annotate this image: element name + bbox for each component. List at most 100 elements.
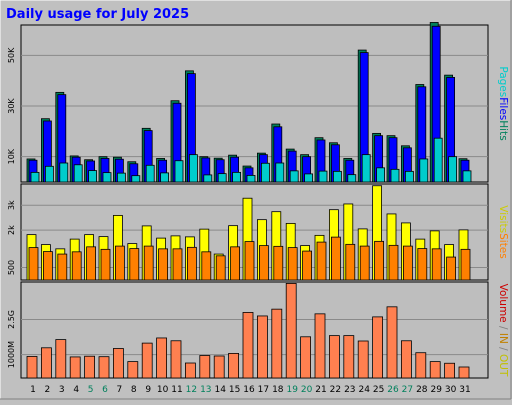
- x-tick-label-day-16: 16: [243, 385, 255, 395]
- bar-bottom-volume-day-16: [242, 312, 254, 379]
- bar-top-pages-day-27: [404, 170, 414, 183]
- bar-middle-sites-day-24: [359, 245, 370, 281]
- x-tick-label-day-17: 17: [258, 385, 269, 395]
- bar-top-pages-day-8: [131, 175, 141, 183]
- y-tick-label-top-1: 30K: [7, 98, 16, 114]
- x-tick-label-day-21: 21: [315, 385, 326, 395]
- x-tick-label-day-25: 25: [373, 385, 384, 395]
- bar-middle-sites-day-5: [86, 246, 96, 281]
- bar-bottom-volume-day-11: [170, 340, 182, 379]
- bar-bottom-volume-day-2: [41, 347, 52, 379]
- bar-middle-sites-day-4: [71, 251, 82, 281]
- legend-part-bottom-2: IN: [497, 333, 509, 344]
- chart-title: Daily usage for July 2025: [6, 7, 189, 22]
- bar-top-pages-day-10: [160, 172, 170, 183]
- bar-middle-sites-day-1: [28, 247, 39, 281]
- bar-middle-sites-day-3: [57, 253, 68, 281]
- bar-bottom-volume-day-13: [199, 355, 211, 379]
- bar-top-pages-day-17: [260, 162, 270, 183]
- bar-bottom-volume-day-12: [184, 362, 196, 379]
- x-tick-label-day-1: 1: [30, 385, 36, 395]
- x-tick-label-day-23: 23: [344, 385, 355, 395]
- bar-bottom-volume-day-7: [113, 348, 124, 379]
- bar-middle-sites-day-30: [446, 256, 457, 281]
- bar-middle-sites-day-11: [172, 248, 183, 281]
- bar-bottom-volume-day-29: [429, 361, 441, 379]
- bar-bottom-volume-day-27: [400, 340, 412, 379]
- bar-middle-sites-day-31: [460, 248, 471, 281]
- legend-part-top-1: Files: [497, 97, 509, 120]
- bar-middle-sites-day-19: [287, 247, 298, 281]
- bar-middle-sites-day-16: [244, 241, 255, 281]
- x-tick-label-day-28: 28: [416, 385, 428, 395]
- x-tick-label-day-18: 18: [272, 385, 284, 395]
- bar-top-pages-day-24: [361, 154, 371, 183]
- bars-bottom: [26, 283, 470, 379]
- legend-part-bottom-3: /: [497, 344, 509, 354]
- x-tick-label-day-2: 2: [45, 385, 51, 395]
- bar-bottom-volume-day-26: [386, 306, 398, 379]
- bar-bottom-volume-day-28: [415, 352, 427, 379]
- bar-bottom-volume-day-8: [127, 361, 139, 379]
- bars-middle: [26, 185, 471, 281]
- bar-top-pages-day-22: [332, 170, 342, 183]
- bar-top-pages-day-23: [347, 174, 357, 183]
- bar-middle-sites-day-7: [115, 245, 125, 281]
- bar-top-pages-day-6: [102, 172, 112, 183]
- bar-middle-sites-day-2: [43, 251, 53, 281]
- x-tick-label-day-31: 31: [459, 385, 470, 395]
- x-tick-label-day-6: 6: [102, 385, 108, 395]
- bar-bottom-volume-day-17: [256, 315, 268, 379]
- bar-middle-sites-day-22: [330, 236, 341, 281]
- x-tick-label-day-30: 30: [445, 385, 457, 395]
- x-tick-label-day-14: 14: [214, 385, 226, 395]
- bar-top-pages-day-19: [289, 170, 299, 183]
- bar-middle-sites-day-27: [402, 245, 413, 281]
- bar-top-pages-day-30: [448, 156, 458, 183]
- chart-panels: 10K 30K 50K PagesFilesHits 500 2k 3k VisitsSite…: [7, 22, 509, 379]
- bars-top: [26, 22, 472, 183]
- bar-middle-sites-day-28: [417, 248, 428, 281]
- y-tick-label-bottom-0: 1000M: [7, 341, 16, 368]
- bar-middle-sites-day-12: [186, 246, 197, 281]
- bar-top-pages-day-26: [390, 168, 400, 183]
- bar-top-pages-day-9: [145, 164, 155, 183]
- y-tick-label-bottom-1: 2.5G: [7, 310, 16, 329]
- bar-top-pages-day-12: [188, 154, 198, 183]
- bar-bottom-volume-day-3: [55, 339, 67, 379]
- y-tick-label-top-2: 50K: [7, 47, 16, 63]
- bar-bottom-volume-day-19: [285, 283, 297, 379]
- bar-bottom-volume-day-23: [343, 335, 355, 379]
- bar-top-pages-day-13: [203, 174, 213, 183]
- x-tick-label-day-29: 29: [430, 385, 442, 395]
- bar-top-pages-day-29: [433, 137, 443, 183]
- y-tick-label-middle-1: 2k: [7, 225, 16, 235]
- bar-top-pages-day-14: [217, 173, 227, 183]
- bar-middle-sites-day-9: [143, 245, 154, 281]
- bar-middle-sites-day-15: [230, 246, 241, 281]
- y-tick-label-top-0: 10K: [7, 148, 16, 164]
- x-tick-label-day-7: 7: [117, 385, 123, 395]
- bar-middle-sites-day-10: [158, 248, 169, 281]
- bar-bottom-volume-day-6: [98, 356, 110, 379]
- bar-bottom-volume-day-30: [444, 362, 456, 379]
- bar-middle-sites-day-21: [316, 241, 327, 281]
- bar-top-pages-day-16: [246, 175, 256, 183]
- x-tick-label-day-4: 4: [73, 385, 79, 395]
- bar-bottom-volume-day-4: [69, 356, 81, 379]
- bar-middle-sites-day-18: [273, 245, 284, 281]
- bar-top-pages-day-3: [59, 162, 69, 183]
- y-tick-label-middle-0: 500: [7, 260, 16, 275]
- bar-top-pages-day-7: [117, 172, 126, 183]
- bar-middle-sites-day-20: [302, 250, 313, 281]
- series-legend-bottom: Volume / IN / OUT: [497, 284, 509, 377]
- bar-middle-sites-day-23: [345, 243, 356, 281]
- x-tick-label-day-11: 11: [171, 385, 182, 395]
- bar-middle-sites-day-13: [201, 251, 212, 281]
- bar-bottom-volume-day-14: [213, 355, 225, 379]
- x-tick-label-day-26: 26: [387, 385, 399, 395]
- series-legend-middle: VisitsSites: [497, 205, 509, 259]
- bar-middle-sites-day-29: [431, 248, 442, 281]
- bar-bottom-volume-day-15: [228, 353, 240, 379]
